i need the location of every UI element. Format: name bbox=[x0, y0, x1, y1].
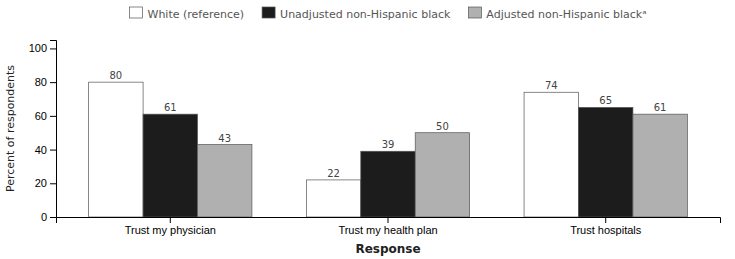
series bbox=[89, 82, 579, 217]
x-tick: Trust my physician bbox=[125, 217, 216, 236]
y-tick-mark bbox=[50, 116, 56, 117]
y-axis-title: Percent of respondents bbox=[4, 65, 17, 192]
legend-swatch bbox=[130, 7, 143, 18]
legend-label: Adjusted non-Hispanic blackᵃ bbox=[486, 8, 646, 21]
y-tick: 80 bbox=[35, 76, 56, 88]
data-label: 43 bbox=[218, 133, 231, 144]
y-tick-mark bbox=[50, 217, 56, 218]
y-axis-line bbox=[50, 41, 57, 218]
y-tick-mark bbox=[50, 183, 56, 184]
data-label: 22 bbox=[327, 168, 340, 179]
y-tick-mark bbox=[50, 150, 56, 151]
bar bbox=[89, 82, 143, 217]
legend: White (reference) Unadjusted non-Hispanic… bbox=[130, 7, 647, 21]
y-tick-mark bbox=[50, 82, 56, 83]
data-labels: 80 22 74 61 39 65 43 50 61 bbox=[110, 70, 667, 179]
data-label: 74 bbox=[545, 80, 558, 91]
y-tick-label: 80 bbox=[35, 76, 47, 88]
x-tick-mark bbox=[605, 217, 606, 223]
series bbox=[198, 114, 688, 217]
bar bbox=[633, 114, 687, 217]
x-axis-title: Response bbox=[355, 242, 420, 256]
data-label: 61 bbox=[164, 102, 177, 113]
y-tick-label: 60 bbox=[35, 110, 47, 122]
bar bbox=[415, 133, 469, 217]
y-tick-label: 0 bbox=[41, 211, 47, 223]
bar bbox=[306, 180, 360, 217]
y-tick-label: 20 bbox=[35, 177, 47, 189]
x-tick-label: Trust hospitals bbox=[570, 224, 642, 236]
x-tick-mark bbox=[170, 217, 171, 223]
plot: 0 20 40 60 80 100 Trust my physician Trust my h… bbox=[29, 41, 721, 236]
x-axis-line bbox=[57, 218, 721, 224]
chart: 0 20 40 60 80 100 Trust my physician Trust my h… bbox=[0, 0, 735, 259]
legend-label: White (reference) bbox=[148, 8, 245, 21]
x-tick-mark bbox=[388, 217, 389, 223]
y-tick-label: 40 bbox=[35, 144, 47, 156]
x-tick-label: Trust my physician bbox=[125, 224, 216, 236]
legend-item: White (reference) bbox=[130, 7, 245, 21]
bar bbox=[361, 151, 415, 217]
data-label: 80 bbox=[110, 70, 123, 81]
legend-item: Adjusted non-Hispanic blackᵃ bbox=[468, 7, 646, 21]
y-tick-mark bbox=[50, 48, 56, 49]
y-tick: 60 bbox=[35, 110, 56, 122]
legend-swatch bbox=[262, 7, 275, 18]
bar bbox=[143, 114, 197, 217]
bars bbox=[89, 82, 688, 217]
y-tick: 0 bbox=[41, 211, 56, 223]
bar bbox=[198, 145, 252, 217]
data-label: 61 bbox=[654, 102, 667, 113]
legend-item: Unadjusted non-Hispanic black bbox=[262, 7, 451, 21]
bar bbox=[578, 107, 632, 217]
bar bbox=[524, 92, 578, 217]
y-tick: 20 bbox=[35, 177, 56, 189]
data-label: 39 bbox=[382, 139, 395, 150]
y-tick: 40 bbox=[35, 144, 56, 156]
series bbox=[143, 107, 633, 217]
x-tick: Trust my health plan bbox=[338, 217, 437, 236]
data-label: 50 bbox=[436, 121, 449, 132]
legend-label: Unadjusted non-Hispanic black bbox=[280, 8, 451, 21]
y-axis: 0 20 40 60 80 100 bbox=[29, 41, 57, 224]
legend-swatch bbox=[468, 7, 481, 18]
x-tick-label: Trust my health plan bbox=[338, 224, 437, 236]
y-tick-label: 100 bbox=[29, 42, 47, 54]
x-tick: Trust hospitals bbox=[570, 217, 642, 236]
x-axis: Trust my physician Trust my health plan Tr… bbox=[57, 217, 721, 236]
data-label: 65 bbox=[599, 95, 612, 106]
y-tick: 100 bbox=[29, 42, 56, 54]
